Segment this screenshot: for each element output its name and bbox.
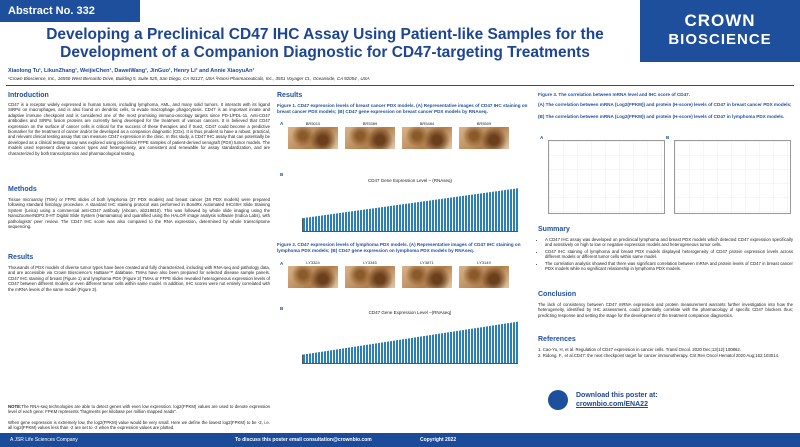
image-label: BR5389 <box>362 121 378 126</box>
body-text: Tissue microarray (TMA) or FFPE slides o… <box>8 197 270 230</box>
summary-item: CD47 IHC staining of lymphoma and breast… <box>545 249 793 260</box>
logo-text: BIOSCIENCE <box>668 31 772 48</box>
poster-title: Developing a Preclinical CD47 IHC Assay … <box>46 26 604 61</box>
chart-title: CD47 Gene Expression Level – (RNAseq) <box>367 178 453 183</box>
panel-label: B <box>280 172 284 177</box>
footer-company: A JSR Life Sciences Company <box>10 437 78 443</box>
panel-label: B <box>280 306 284 311</box>
divider <box>6 85 794 86</box>
summary-item: The correlation analysis showed that the… <box>545 261 793 272</box>
body-text: The lack of consistency between CD47 mRN… <box>538 302 793 318</box>
expression-chart <box>302 188 518 232</box>
logo-text: CROWN <box>684 11 756 30</box>
note-label: NOTE: <box>8 404 22 409</box>
body-text: CD47 is a receptor widely expressed in h… <box>8 102 270 156</box>
expression-chart <box>302 321 518 364</box>
scatter-image <box>548 140 665 214</box>
summary-list: A CD47 IHC assay was developed on precli… <box>538 237 793 272</box>
panel-label: A <box>280 121 284 126</box>
figure-caption: Figure 1. CD47 expression levels of brea… <box>277 103 528 114</box>
ihc-image <box>345 127 395 149</box>
abstract-number: Abstract No. 332 <box>0 0 140 22</box>
reference: 1. Cao-Yu, H, et al. Regulation of CD47 … <box>538 347 742 352</box>
download-link[interactable]: crownbio.com/ENA22 <box>576 401 648 408</box>
ihc-image <box>288 266 338 288</box>
ihc-image <box>402 266 452 288</box>
download-label: Download this poster at: <box>576 392 658 399</box>
image-label: LY3871 <box>420 260 434 265</box>
body-text: Thousands of PDX models of diverse tumor… <box>8 265 270 292</box>
footer-copyright: Copyright 2022 <box>420 437 457 443</box>
note: NOTE:The RNA-seq technologies are able t… <box>8 404 270 415</box>
reference-list: 1. Cao-Yu, H, et al. Regulation of CD47 … <box>538 347 793 360</box>
figure-caption: Figure 2. CD47 expression levels of lymp… <box>277 242 521 253</box>
scatter-image <box>674 140 791 214</box>
image-label: BR5010 <box>305 121 321 126</box>
image-label: LY3149 <box>477 260 491 265</box>
section-heading: References <box>538 336 576 343</box>
panel-label: B <box>666 135 670 140</box>
ihc-image <box>402 127 452 149</box>
ihc-image <box>459 266 509 288</box>
section-heading: Summary <box>538 226 570 233</box>
note: When gene expression is extremely low, t… <box>8 420 270 431</box>
affiliations: ¹Crown Bioscience, Inc., 16550 West Bern… <box>8 76 370 81</box>
reference: 2. Ridong, F., et al.CD47: the next chec… <box>538 353 780 359</box>
footer-email: To discuss this poster email consultatio… <box>235 437 372 443</box>
image-label: BR5509 <box>476 121 492 126</box>
note-text: The RNA-seq technologies are able to det… <box>8 404 270 415</box>
ihc-image <box>288 127 338 149</box>
footer: A JSR Life Sciences Company To discuss t… <box>0 433 800 447</box>
ihc-image <box>459 127 509 149</box>
panel-label: A <box>540 135 544 140</box>
figure-caption: (A) The correlation between mRNA (Log2(F… <box>538 102 792 107</box>
download-icon <box>548 390 568 410</box>
chart-title: CD47 Gene Expression Level –(RNAseq) <box>368 310 452 315</box>
section-heading: Results <box>8 254 34 261</box>
panel-label: A <box>280 261 284 266</box>
section-heading: Results <box>277 92 303 99</box>
ihc-images: BR5010 BR5389 BR5484 BR5509 <box>288 121 518 155</box>
image-label: BR5484 <box>419 121 435 126</box>
ihc-images: LY3324 LY3345 LY3871 LY3149 <box>288 260 518 294</box>
ihc-image <box>345 266 395 288</box>
section-heading: Methods <box>8 186 37 193</box>
image-label: LY3345 <box>363 260 377 265</box>
figure-title: Figure 3. The correlation between mRNA l… <box>538 92 690 97</box>
section-heading: Conclusion <box>538 291 577 298</box>
image-label: LY3324 <box>306 260 320 265</box>
section-heading: Introduction <box>8 92 49 99</box>
logo: CROWN BIOSCIENCE <box>640 0 800 62</box>
summary-item: A CD47 IHC assay was developed on precli… <box>545 237 793 248</box>
authors: Xiaolong Tu¹, LikunZhang¹, WeijieChen¹, … <box>8 68 255 74</box>
figure-caption: (B) The correlation between mRNA (Log2(F… <box>538 114 785 119</box>
